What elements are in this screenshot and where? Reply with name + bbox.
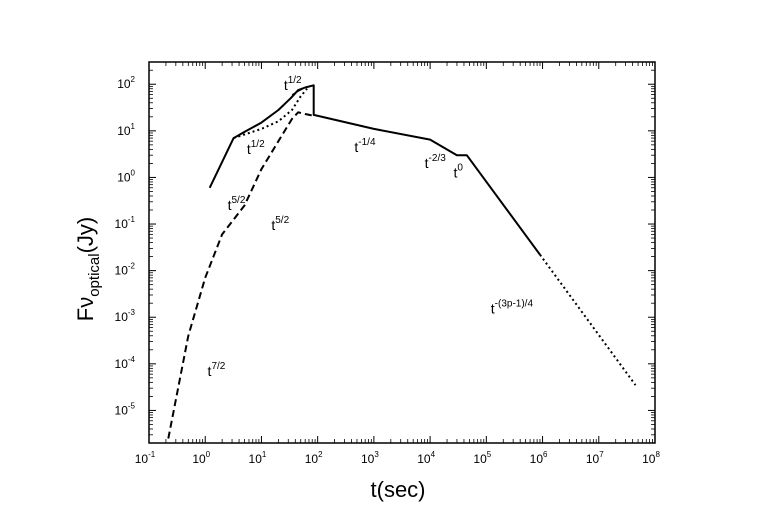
axes: 10-1 100 101 102 103 104 105 106 107 10810-510-41… xyxy=(115,61,660,466)
series-dashed-line xyxy=(167,111,314,439)
x-tick-label: 102 xyxy=(305,450,323,466)
y-tick-label-exp: -4 xyxy=(128,355,136,364)
y-axis-title-base: Fν xyxy=(73,297,98,321)
slope-annotation-base: t xyxy=(271,217,275,233)
y-tick-label: 10-1 xyxy=(115,215,136,231)
x-tick-label-exp: 5 xyxy=(487,450,492,459)
slope-annotation-base: t xyxy=(284,77,288,93)
x-tick-label: 105 xyxy=(473,450,491,466)
y-tick-label-base: 10 xyxy=(117,170,131,184)
y-tick-label-exp: -3 xyxy=(128,308,136,317)
x-tick-label-base: 10 xyxy=(135,452,149,466)
slope-annotation-exp: -(3p-1)/4 xyxy=(495,299,534,310)
slope-annotation-exp: -1/4 xyxy=(358,137,376,148)
x-tick-label-exp: 8 xyxy=(655,450,660,459)
x-tick-label-base: 10 xyxy=(642,452,656,466)
y-tick-label: 100 xyxy=(117,168,135,184)
x-tick-label: 107 xyxy=(586,450,604,466)
x-tick-label-base: 10 xyxy=(530,452,544,466)
x-tick-label: 108 xyxy=(642,450,660,466)
y-tick-label-exp: -2 xyxy=(128,262,136,271)
slope-annotation: t-(3p-1)/4 xyxy=(491,299,534,317)
slope-annotation-exp: 1/2 xyxy=(288,75,302,86)
x-axis-title: t(sec) xyxy=(371,477,426,502)
x-tick-label-base: 10 xyxy=(249,452,263,466)
slope-annotation-base: t xyxy=(208,363,212,379)
y-tick-label: 101 xyxy=(117,122,135,138)
slope-annotation: t7/2 xyxy=(208,361,226,379)
y-tick-label: 10-5 xyxy=(115,401,136,417)
series-dotted-line xyxy=(233,88,308,140)
x-tick-label: 104 xyxy=(417,450,435,466)
x-tick-label-exp: -1 xyxy=(148,450,156,459)
y-tick-label-exp: 1 xyxy=(131,122,136,131)
slope-annotation-base: t xyxy=(425,155,429,171)
y-axis-title: Fνoptical(Jy) xyxy=(73,217,103,321)
y-tick-label-exp: -1 xyxy=(128,215,136,224)
slope-annotation-exp: 5/2 xyxy=(231,195,245,206)
x-tick-label: 106 xyxy=(530,450,548,466)
x-tick-label: 10-1 xyxy=(135,450,156,466)
slope-annotation: t1/2 xyxy=(284,75,302,93)
y-tick-label-base: 10 xyxy=(115,217,129,231)
y-tick-label-base: 10 xyxy=(115,403,129,417)
y-tick-label-exp: 0 xyxy=(131,168,136,177)
slope-annotation-exp: 7/2 xyxy=(211,361,225,372)
x-tick-label-exp: 4 xyxy=(431,450,436,459)
slope-annotation: t-2/3 xyxy=(425,153,447,171)
x-tick-label-base: 10 xyxy=(361,452,375,466)
y-tick-label-base: 10 xyxy=(117,77,131,91)
x-tick-label-exp: 2 xyxy=(318,450,323,459)
x-tick-label-exp: 3 xyxy=(374,450,379,459)
slope-annotation: t-1/4 xyxy=(354,137,376,155)
y-tick-label-exp: 2 xyxy=(131,75,136,84)
slope-annotation-exp: 5/2 xyxy=(275,215,289,226)
annotations: t1/2t1/2t5/2t5/2t7/2t-1/4t-2/3t0t-(3p-1)… xyxy=(208,75,534,379)
slope-annotation-base: t xyxy=(453,164,457,180)
x-tick-label-exp: 0 xyxy=(206,450,211,459)
x-tick-label-exp: 7 xyxy=(599,450,604,459)
y-tick-label-base: 10 xyxy=(115,264,129,278)
slope-annotation-base: t xyxy=(354,139,358,155)
slope-annotation: t5/2 xyxy=(228,195,246,213)
slope-annotation: t0 xyxy=(453,162,463,180)
x-tick-label: 100 xyxy=(192,450,210,466)
series-dotted-line xyxy=(539,254,637,386)
series-solid-line xyxy=(208,84,541,256)
slope-annotation: t1/2 xyxy=(247,139,265,157)
x-tick-label-base: 10 xyxy=(192,452,206,466)
y-tick-label: 10-4 xyxy=(115,355,136,371)
x-tick-label-base: 10 xyxy=(586,452,600,466)
y-tick-label-base: 10 xyxy=(115,310,129,324)
y-tick-label: 102 xyxy=(117,75,135,91)
y-tick-label: 10-3 xyxy=(115,308,136,324)
slope-annotation-exp: 0 xyxy=(457,162,463,173)
plot-frame xyxy=(148,61,656,444)
y-axis-title-sub: optical xyxy=(86,253,103,296)
y-tick-label: 10-2 xyxy=(115,262,136,278)
x-tick-label-base: 10 xyxy=(417,452,431,466)
slope-annotation-exp: -2/3 xyxy=(429,153,447,164)
x-tick-label-exp: 6 xyxy=(543,450,548,459)
slope-annotation-exp: 1/2 xyxy=(251,139,265,150)
x-tick-label-base: 10 xyxy=(473,452,487,466)
y-axis-title-unit: (Jy) xyxy=(73,217,98,254)
slope-annotation-base: t xyxy=(491,301,495,317)
x-tick-label-exp: 1 xyxy=(262,450,267,459)
x-tick-label: 103 xyxy=(361,450,379,466)
y-tick-label-base: 10 xyxy=(115,357,129,371)
y-tick-label-exp: -5 xyxy=(128,401,136,410)
slope-annotation-base: t xyxy=(247,141,251,157)
x-tick-label-base: 10 xyxy=(305,452,319,466)
slope-annotation: t5/2 xyxy=(271,215,289,233)
series-layer xyxy=(167,84,637,439)
annotation-leader-line xyxy=(291,88,304,96)
slope-annotation-base: t xyxy=(228,197,232,213)
y-tick-label-base: 10 xyxy=(117,124,131,138)
x-tick-label: 101 xyxy=(249,450,267,466)
